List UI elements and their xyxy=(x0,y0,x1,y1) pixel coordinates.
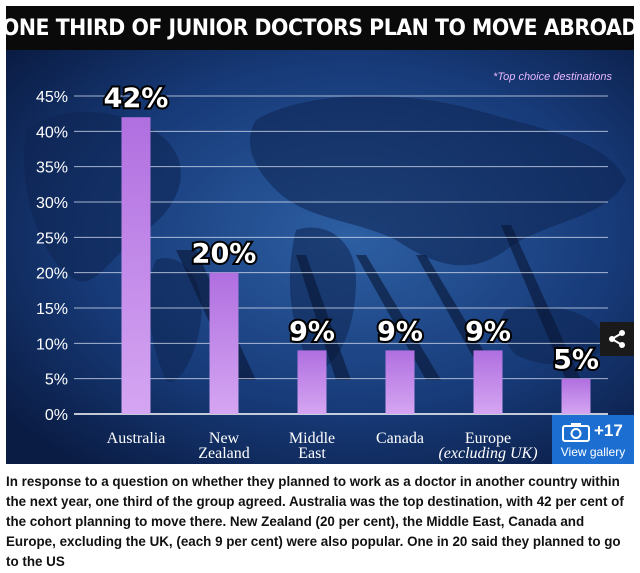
x-tick-label: Middle East xyxy=(289,430,335,462)
bar xyxy=(473,350,503,414)
gallery-label: View gallery xyxy=(560,445,626,459)
view-gallery-button[interactable]: +17 View gallery xyxy=(552,415,634,464)
bar xyxy=(297,350,327,414)
bars xyxy=(121,117,591,414)
y-tick-label: 10% xyxy=(36,336,68,353)
y-axis-ticks: 0% 5% 10% 15% 20% 25% 30% 35% 40% 45% xyxy=(36,89,68,424)
bar-chart: 0% 5% 10% 15% 20% 25% 30% 35% 40% 45% 42% 20% 9% 9% 9… xyxy=(6,50,634,464)
legend-note: *Top choice destinations xyxy=(493,71,612,83)
x-tick-label: Europe (excluding UK) xyxy=(438,430,537,462)
title-bar: ONE THIRD OF JUNIOR DOCTORS PLAN TO MOVE… xyxy=(6,6,634,50)
chart-title: ONE THIRD OF JUNIOR DOCTORS PLAN TO MOVE… xyxy=(6,15,634,41)
x-axis-labels: Australia New Zealand Middle East Canada Europ… xyxy=(107,430,538,462)
share-button[interactable] xyxy=(600,322,634,356)
world-map-silhouette xyxy=(24,96,626,382)
bar xyxy=(121,117,151,414)
x-tick-line: (excluding UK) xyxy=(438,445,537,462)
gallery-count: +17 xyxy=(594,421,623,440)
y-tick-label: 20% xyxy=(36,266,68,283)
y-tick-label: 25% xyxy=(36,230,68,247)
x-tick-label: Canada xyxy=(376,430,424,447)
value-label: 9% xyxy=(465,316,511,347)
camera-icon xyxy=(562,423,590,442)
y-tick-label: 15% xyxy=(36,301,68,318)
value-label: 9% xyxy=(289,316,335,347)
value-labels: 42% 20% 9% 9% 9% 5% xyxy=(102,81,601,377)
x-tick-line: New xyxy=(209,430,240,447)
bar xyxy=(209,272,239,414)
value-label: 42% xyxy=(104,83,169,114)
value-label: 5% xyxy=(553,345,599,376)
y-tick-label: 45% xyxy=(36,89,68,106)
bar xyxy=(385,350,415,414)
bar xyxy=(561,378,591,414)
y-tick-label: 5% xyxy=(45,372,68,389)
y-tick-label: 35% xyxy=(36,160,68,177)
chart-frame: ONE THIRD OF JUNIOR DOCTORS PLAN TO MOVE… xyxy=(6,6,634,464)
y-tick-label: 30% xyxy=(36,195,68,212)
x-tick-line: Canada xyxy=(376,430,424,447)
x-tick-line: East xyxy=(298,445,326,462)
x-tick-line: Zealand xyxy=(198,445,250,462)
x-tick-line: Middle xyxy=(289,430,335,447)
x-tick-line: Australia xyxy=(107,430,166,447)
grid-lines xyxy=(74,95,608,415)
x-tick-label: Australia xyxy=(107,430,166,447)
value-label: 20% xyxy=(192,239,257,270)
x-tick-line: Europe xyxy=(465,430,511,447)
y-tick-label: 40% xyxy=(36,124,68,141)
value-label: 9% xyxy=(377,316,423,347)
x-tick-label: New Zealand xyxy=(198,430,250,462)
share-icon xyxy=(609,330,625,348)
caption-text: In response to a question on whether the… xyxy=(6,474,624,569)
y-tick-label: 0% xyxy=(45,407,68,424)
people-shadows xyxy=(176,225,581,380)
